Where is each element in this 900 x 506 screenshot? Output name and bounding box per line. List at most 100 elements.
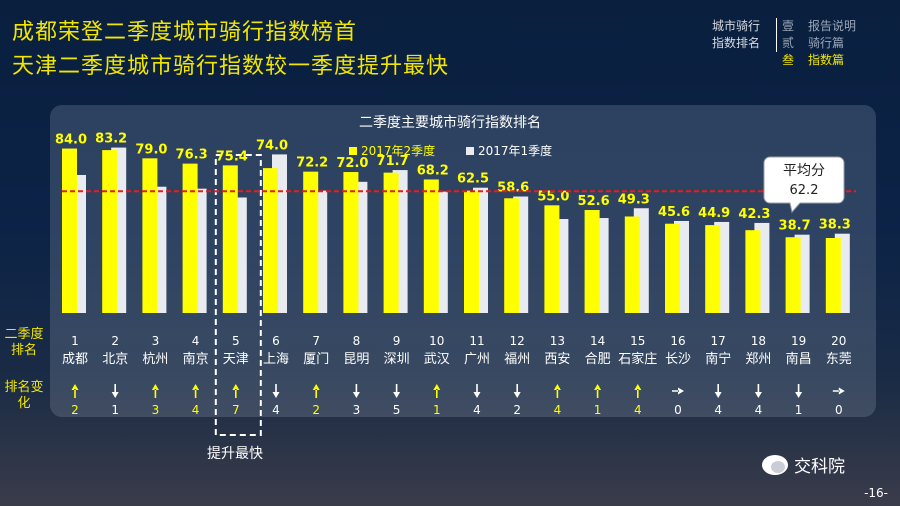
bar-value-label: 74.0 [256,138,288,153]
rank-change-value: 0 [674,403,682,417]
bar-value-label: 58.6 [497,181,529,196]
rank-change-value: 1 [594,403,602,417]
bar-q2 [182,163,198,313]
rank-change-value: 5 [393,403,401,417]
city-label: 天津 [223,352,249,367]
rank-change-value: 2 [71,403,79,417]
arrow-right-icon [832,387,845,395]
rank-number: 1 [71,334,79,348]
bar-value-label: 72.0 [336,156,368,171]
legend-label-q2: 2017年2季度 [361,143,435,158]
bar-value-label: 44.9 [698,206,730,221]
nav-item-index[interactable]: 指数篇 [808,53,845,67]
section-nav: 城市骑行 指数排名 壹 贰 叁 报告说明 骑行篇 指数篇 [712,18,872,74]
rank-number: 16 [670,334,685,348]
bar-value-label: 38.7 [779,219,811,234]
nav-num-3: 叁 [782,53,795,67]
rank-number: 6 [272,334,280,348]
rank-row-label: 二季度排名 [4,327,44,358]
bar-q2 [504,198,520,313]
nav-section-label: 城市骑行 指数排名 [712,18,777,52]
chart-title: 二季度主要城市骑行指数排名 [359,114,541,131]
bar-q2 [624,216,640,313]
rank-number: 13 [550,334,565,348]
rank-change-value: 4 [554,403,562,417]
average-label: 平均分 [783,163,825,179]
rank-change-value: 4 [473,403,481,417]
arrow-down-icon [795,384,803,398]
rank-number: 12 [510,334,525,348]
rank-change-value: 2 [312,403,320,417]
bar-q2 [745,230,761,313]
arrow-down-icon [473,384,481,398]
city-label: 武汉 [424,352,450,367]
bar-q2 [62,148,77,313]
arrow-down-icon [393,384,401,398]
arrow-up-icon [312,384,320,398]
city-label: 南京 [183,351,209,367]
rank-change-value: 7 [232,403,240,417]
bar-value-label: 38.3 [819,218,851,233]
nav-item-riding[interactable]: 骑行篇 [808,36,845,50]
city-label: 西安 [544,352,570,367]
arrow-down-icon [111,384,119,398]
rank-number: 2 [111,334,119,348]
bar-q2 [142,158,158,313]
rank-change-value: 1 [795,403,803,417]
rank-number: 11 [469,334,484,348]
arrow-up-icon [594,384,602,398]
bar-value-label: 75.4 [216,149,248,164]
rank-change-value: 2 [513,403,521,417]
rank-number: 3 [152,334,160,348]
bar-value-label: 62.5 [457,172,489,187]
bar-value-label: 52.6 [578,194,610,209]
legend-label-q1: 2017年1季度 [478,143,552,158]
bar-q2 [705,225,721,313]
nav-item-report[interactable]: 报告说明 [808,19,857,33]
bar-value-label: 68.2 [417,163,449,178]
nav-numbers: 壹 贰 叁 [782,18,794,69]
change-row-label: 排名变化 [4,380,44,411]
bar-q2 [584,210,600,313]
arrow-up-icon [151,384,159,398]
nav-section-line-1: 城市骑行 [712,19,761,33]
logo-text: 交科院 [794,457,845,477]
bar-value-label: 83.2 [95,132,127,147]
city-label: 厦门 [303,352,329,367]
rank-number: 9 [393,334,401,348]
bar-q2 [383,172,399,313]
highlight-box [214,154,262,436]
city-label: 深圳 [384,352,410,367]
rank-change-value: 3 [152,403,160,417]
title-line-2: 天津二季度城市骑行指数较一季度提升最快 [12,54,450,79]
average-callout [763,156,845,214]
page-number: -16- [864,486,888,500]
city-label: 长沙 [665,352,691,367]
bar-value-label: 71.7 [377,154,409,169]
bar-q2 [464,190,479,313]
rank-number: 18 [751,334,766,348]
rank-change-value: 3 [353,403,361,417]
rank-change-value: 4 [272,403,280,417]
arrow-down-icon [754,384,762,398]
city-label: 昆明 [343,352,369,367]
bar-q2 [343,172,359,313]
city-label: 东莞 [826,352,852,367]
highlight-caption: 提升最快 [207,446,263,462]
bar-q2 [423,179,439,313]
bar-value-label: 42.3 [738,207,770,222]
arrow-down-icon [352,384,360,398]
city-label: 福州 [504,352,530,367]
rank-number: 17 [711,334,726,348]
city-label: 南宁 [705,351,731,367]
rank-number: 8 [353,334,361,348]
arrow-up-icon [433,384,441,398]
rank-change-value: 1 [433,403,441,417]
logo: 交科院 [762,452,845,477]
bar-q2 [785,237,801,313]
rank-number: 14 [590,334,605,348]
rank-change-value: 1 [111,403,119,417]
city-label: 成都 [62,352,88,367]
bar-value-label: 76.3 [176,148,208,163]
